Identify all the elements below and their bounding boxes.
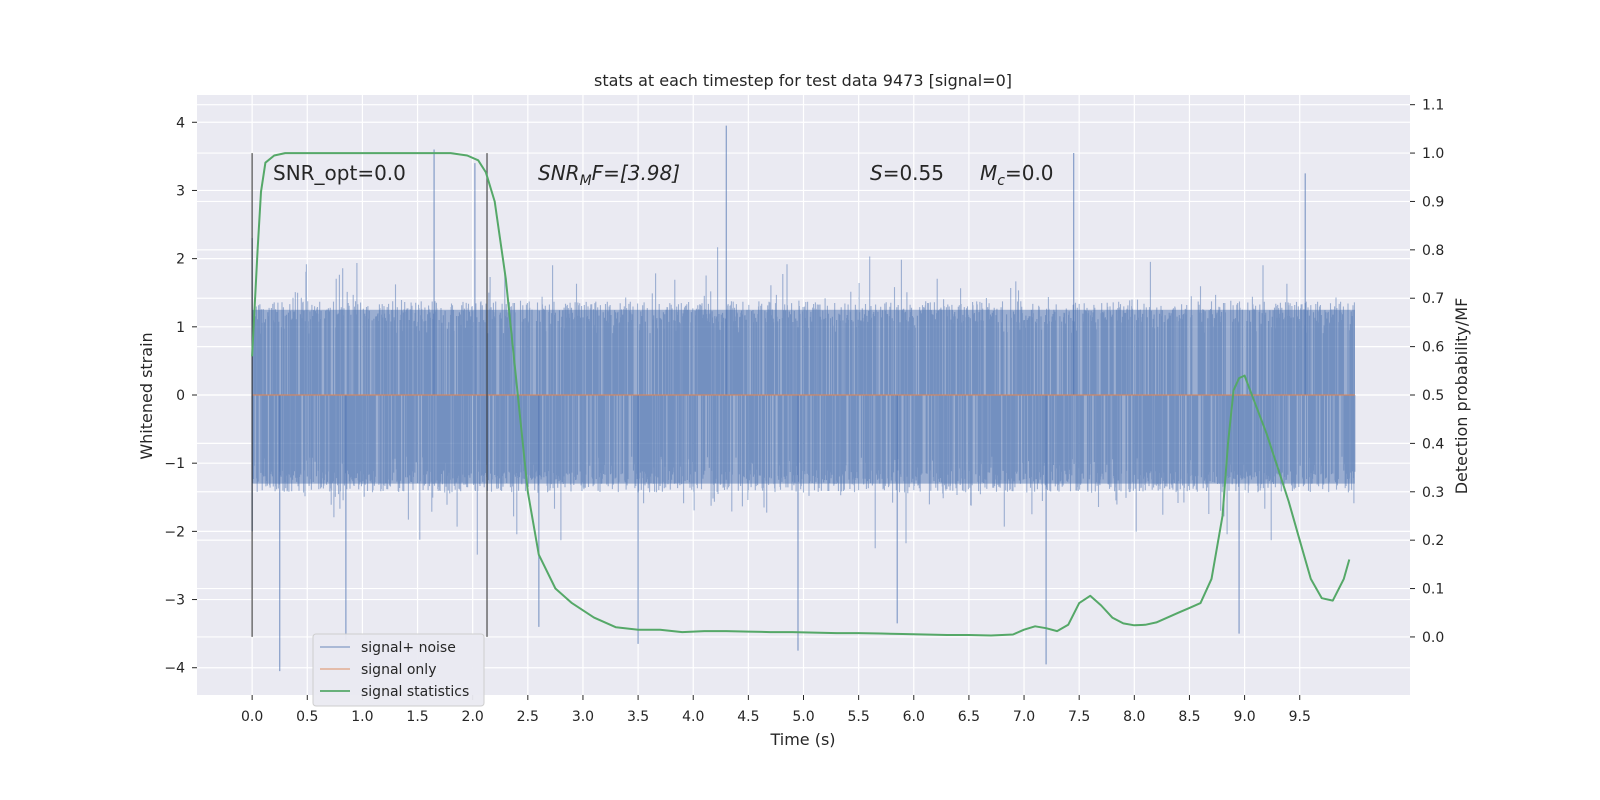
y-tick-label: 3 [176, 183, 185, 199]
mc-sub: c [997, 173, 1005, 189]
y2-tick-label: 0.6 [1422, 340, 1444, 356]
mc-val: =0.0 [1005, 161, 1054, 185]
x-axis-title: Time (s) [769, 730, 835, 749]
x-tick-label: 2.0 [462, 709, 484, 725]
y2-tick-label: 0.4 [1422, 436, 1444, 452]
x-tick-label: 4.5 [737, 709, 759, 725]
noise-dense-band [252, 309, 1355, 484]
annotation-snr-mf: SNRMF=[3.98] [538, 161, 680, 189]
x-tick-label: 3.5 [627, 709, 649, 725]
y2-tick-label: 0.1 [1422, 582, 1444, 598]
vertical-markers [251, 153, 488, 637]
x-tick-label: 5.0 [792, 709, 814, 725]
y-tick-label: 4 [176, 115, 185, 131]
chart-title: stats at each timestep for test data 947… [594, 71, 1012, 90]
y2-tick-label: 0.5 [1422, 388, 1444, 404]
signal-statistics-line [251, 152, 1351, 637]
annotations: SNR_opt=0.0 SNRMF=[3.98] S=0.55 Mc=0.0 [273, 161, 1054, 189]
x-tick-label: 4.0 [682, 709, 704, 725]
s-val: =0.55 [883, 161, 944, 185]
x-tick-label: 8.5 [1178, 709, 1200, 725]
y2-tick-label: 0.8 [1422, 243, 1444, 259]
y-axis-title: Whitened strain [137, 332, 156, 459]
series-signal-noise [251, 125, 1356, 672]
legend: signal+ noise signal only signal statist… [312, 633, 485, 707]
legend-label-signal-only: signal only [361, 662, 436, 678]
y-tick-label: −1 [164, 456, 185, 472]
y-tick-label: 1 [176, 320, 185, 336]
legend-label-signal-noise: signal+ noise [361, 640, 456, 656]
mc-var: M [980, 161, 997, 185]
plot-area [197, 95, 1410, 695]
x-tick-label: 1.5 [406, 709, 428, 725]
y2-axis-title: Detection probability/MF [1452, 298, 1471, 495]
x-tick-label: 3.0 [572, 709, 594, 725]
y-tick-label: 0 [176, 388, 185, 404]
y2-axis-ticks: 1.1 1.0 0.9 0.8 0.7 0.6 0.5 0.4 0.3 0.2 0.1 0.0 [1410, 98, 1444, 646]
x-tick-label: 0.5 [296, 709, 318, 725]
x-tick-label: 7.0 [1013, 709, 1035, 725]
x-tick-label: 9.0 [1233, 709, 1255, 725]
series-signal-statistics [251, 152, 1351, 637]
legend-box [312, 633, 485, 707]
y-tick-label: −2 [164, 524, 185, 540]
y2-tick-label: 0.9 [1422, 194, 1444, 210]
y2-tick-label: 1.0 [1422, 146, 1444, 162]
x-tick-label: 5.5 [848, 709, 870, 725]
x-tick-label: 1.0 [351, 709, 373, 725]
annotation-s: S=0.55 [870, 161, 944, 185]
y-axis-ticks: 4 3 2 1 0 −1 −2 −3 −4 [164, 115, 197, 677]
y2-tick-label: 0.7 [1422, 291, 1444, 307]
y2-tick-label: 0.2 [1422, 533, 1444, 549]
y-tick-label: 2 [176, 252, 185, 268]
x-tick-label: 6.5 [958, 709, 980, 725]
legend-label-signal-statistics: signal statistics [361, 684, 469, 700]
y-tick-label: −3 [164, 593, 185, 609]
snr-mf-sub: M [580, 173, 592, 189]
x-tick-label: 8.0 [1123, 709, 1145, 725]
annotation-snr-opt: SNR_opt=0.0 [273, 161, 406, 185]
x-tick-label: 7.5 [1068, 709, 1090, 725]
x-axis-ticks: 0.0 0.5 1.0 1.5 2.0 2.5 3.0 3.5 4.0 4.5 5.0 5.5 6.0 6… [241, 695, 1311, 725]
x-tick-label: 6.0 [903, 709, 925, 725]
y2-tick-label: 0.0 [1422, 630, 1444, 646]
y2-tick-label: 0.3 [1422, 485, 1444, 501]
y-tick-label: −4 [164, 661, 185, 677]
x-tick-label: 9.5 [1289, 709, 1311, 725]
annotation-mc: Mc=0.0 [980, 161, 1054, 189]
x-tick-label: 2.5 [517, 709, 539, 725]
snr-mf-main: SNR [538, 161, 580, 185]
x-tick-label: 0.0 [241, 709, 263, 725]
snr-mf-rest: F=[3.98] [592, 161, 680, 185]
y2-tick-label: 1.1 [1422, 98, 1444, 114]
s-var: S [870, 161, 883, 185]
